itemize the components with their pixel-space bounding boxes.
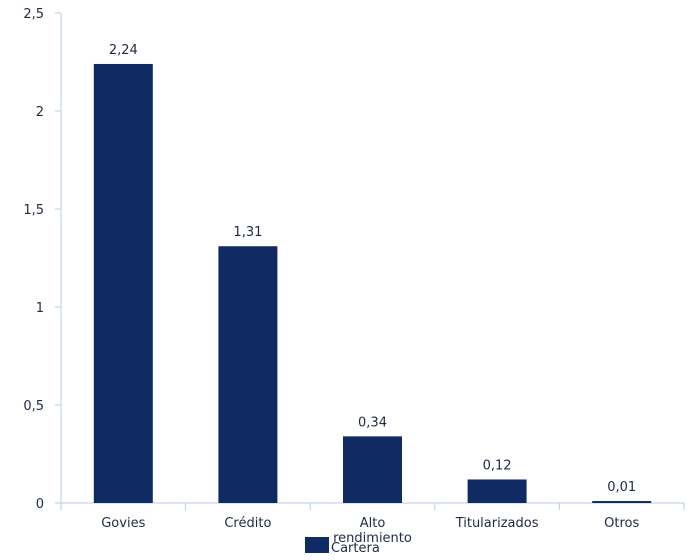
x-tick-label: Otros — [604, 516, 639, 531]
y-tick-label: 1 — [36, 301, 44, 316]
x-tick-label: Govies — [101, 516, 145, 531]
bar — [592, 501, 652, 503]
y-tick-label: 0 — [36, 497, 44, 512]
y-tick-label: 0,5 — [23, 399, 44, 414]
x-tick-label: Titularizados — [455, 516, 539, 531]
data-label: 0,34 — [358, 415, 387, 430]
data-labels: 2,24 1,31 0,34 0,12 0,01 — [109, 43, 636, 495]
legend-swatch — [305, 537, 329, 553]
y-tick-label: 2,5 — [23, 7, 44, 22]
bar — [218, 246, 278, 504]
data-label: 0,12 — [483, 458, 512, 473]
data-label: 0,01 — [607, 480, 636, 495]
bar — [467, 479, 527, 503]
legend: Cartera — [305, 537, 380, 556]
y-tick-label: 1,5 — [23, 203, 44, 218]
bar — [93, 63, 153, 504]
data-label: 1,31 — [233, 225, 262, 240]
y-axis: 0 0,5 1 1,5 2 2,5 — [23, 7, 62, 512]
data-label: 2,24 — [109, 43, 138, 58]
bars — [93, 63, 652, 504]
bar — [343, 436, 402, 503]
x-axis: Govies Crédito Alto rendimiento Titularizado… — [60, 502, 685, 546]
y-tick-label: 2 — [36, 105, 44, 120]
x-tick-label: Crédito — [224, 516, 271, 531]
legend-label: Cartera — [331, 541, 380, 556]
x-tick-label: Alto rendimiento — [333, 516, 412, 546]
